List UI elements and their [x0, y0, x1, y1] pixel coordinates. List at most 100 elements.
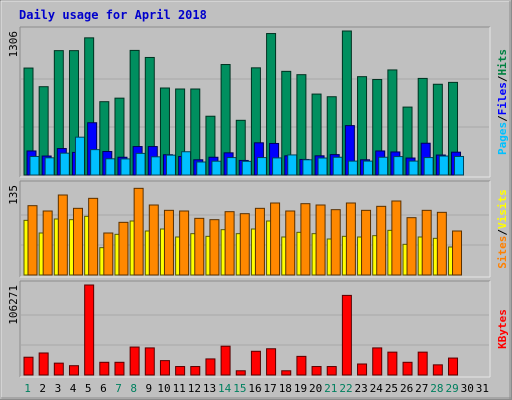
- bar-pages-day-4: [74, 136, 85, 176]
- bar-kbytes-day-12: [190, 366, 201, 376]
- bar-kbytes-day-17: [266, 348, 277, 376]
- bar-sites-day-21: [330, 209, 341, 276]
- bar-kbytes-day-11: [175, 366, 186, 376]
- bar-pages-day-13: [211, 160, 222, 176]
- bar-sites-day-8: [133, 187, 144, 276]
- bar-sites-day-28: [436, 211, 447, 276]
- bar-sites-day-25: [391, 200, 402, 276]
- bar-pages-day-12: [196, 161, 207, 176]
- legend-entry: Pages: [496, 122, 509, 155]
- bar-pages-day-16: [256, 157, 267, 176]
- y-max-label-hits: 1306: [7, 31, 20, 58]
- x-tick-label: 26: [400, 382, 413, 395]
- bar-pages-day-10: [165, 154, 176, 176]
- panel-kbytes: 106271 KBytes: [7, 280, 509, 378]
- bar-sites-day-17: [270, 202, 281, 276]
- bar-pages-day-21: [332, 156, 343, 176]
- bar-sites-day-10: [163, 209, 174, 276]
- bar-kbytes-day-19: [296, 355, 307, 376]
- x-tick-label: 3: [55, 382, 62, 395]
- bar-sites-day-15: [239, 213, 250, 276]
- bar-sites-day-4: [72, 207, 83, 276]
- bar-kbytes-day-7: [114, 361, 125, 376]
- x-tick-label: 8: [130, 382, 137, 395]
- bar-sites-day-7: [118, 221, 129, 276]
- x-tick-label: 11: [173, 382, 186, 395]
- bar-pages-day-24: [378, 156, 389, 176]
- bar-pages-day-6: [105, 158, 116, 176]
- bar-sites-day-13: [209, 219, 220, 276]
- bar-pages-day-2: [44, 157, 55, 176]
- x-tick-label: 25: [385, 382, 398, 395]
- bar-kbytes-day-1: [23, 356, 34, 376]
- bar-sites-day-14: [224, 211, 235, 276]
- bar-sites-day-12: [194, 217, 205, 276]
- bar-pages-day-22: [347, 160, 358, 176]
- x-tick-label: 2: [39, 382, 46, 395]
- bar-pages-day-7: [120, 158, 131, 176]
- panel-visits: 135 Sites/Visits: [7, 180, 509, 278]
- bar-kbytes-day-14: [220, 345, 231, 376]
- bar-kbytes-day-3: [53, 362, 64, 376]
- bar-kbytes-day-20: [311, 366, 322, 376]
- bar-sites-day-11: [179, 210, 190, 276]
- bar-sites-day-9: [148, 204, 159, 276]
- bar-pages-day-11: [181, 151, 192, 176]
- bar-kbytes-day-28: [432, 364, 443, 376]
- legend-entry: Visits: [496, 189, 509, 229]
- x-tick-label: 14: [218, 382, 232, 395]
- bar-sites-day-2: [42, 210, 53, 276]
- bar-pages-day-19: [302, 159, 313, 176]
- bar-pages-day-26: [408, 160, 419, 176]
- x-tick-label: 10: [157, 382, 170, 395]
- bar-kbytes-day-6: [99, 361, 110, 376]
- bar-kbytes-day-22: [341, 294, 352, 376]
- bar-sites-day-27: [421, 209, 432, 276]
- legend-entry: KBytes: [496, 309, 509, 349]
- bar-sites-day-5: [88, 197, 99, 276]
- x-tick-label: 21: [324, 382, 337, 395]
- x-tick-label: 19: [294, 382, 307, 395]
- legend-kbytes: KBytes: [496, 309, 509, 349]
- bar-pages-day-29: [454, 155, 465, 176]
- bar-kbytes-day-16: [250, 350, 261, 376]
- bar-pages-day-25: [393, 156, 404, 176]
- x-tick-label: 17: [264, 382, 277, 395]
- legend-entry: Hits: [496, 49, 509, 76]
- x-tick-label: 27: [415, 382, 428, 395]
- x-tick-label: 30: [461, 382, 474, 395]
- x-tick-label: 6: [100, 382, 107, 395]
- bar-pages-day-23: [363, 160, 374, 176]
- bar-sites-day-1: [27, 205, 38, 276]
- bar-sites-day-26: [406, 217, 417, 276]
- bar-pages-day-20: [317, 157, 328, 176]
- x-tick-label: 7: [115, 382, 122, 395]
- bar-kbytes-day-29: [448, 357, 459, 376]
- legend-visits: Sites/Visits: [496, 189, 509, 269]
- bar-sites-day-23: [361, 209, 372, 276]
- bar-sites-day-29: [452, 230, 463, 276]
- bar-kbytes-day-9: [144, 347, 155, 376]
- bar-sites-day-6: [103, 232, 114, 276]
- bar-kbytes-day-25: [387, 351, 398, 376]
- bar-kbytes-day-27: [417, 351, 428, 376]
- bar-kbytes-day-2: [38, 352, 49, 376]
- bar-kbytes-day-4: [68, 365, 79, 376]
- bar-kbytes-day-15: [235, 370, 246, 376]
- x-tick-label: 12: [188, 382, 201, 395]
- bar-kbytes-day-10: [159, 360, 170, 376]
- bar-kbytes-day-13: [205, 358, 216, 376]
- bar-pages-day-5: [90, 149, 101, 176]
- panels-layer: 1306Pages/Files/Hits135Sites/Visits10627…: [7, 26, 509, 378]
- x-tick-label: 31: [476, 382, 489, 395]
- x-tick-label: 13: [203, 382, 216, 395]
- bar-sites-day-16: [254, 207, 265, 276]
- x-tick-label: 28: [430, 382, 443, 395]
- x-tick-label: 1: [24, 382, 31, 395]
- bar-pages-day-27: [423, 157, 434, 176]
- bar-sites-day-18: [285, 210, 296, 276]
- bar-kbytes-day-24: [372, 347, 383, 376]
- bar-pages-day-28: [438, 155, 449, 176]
